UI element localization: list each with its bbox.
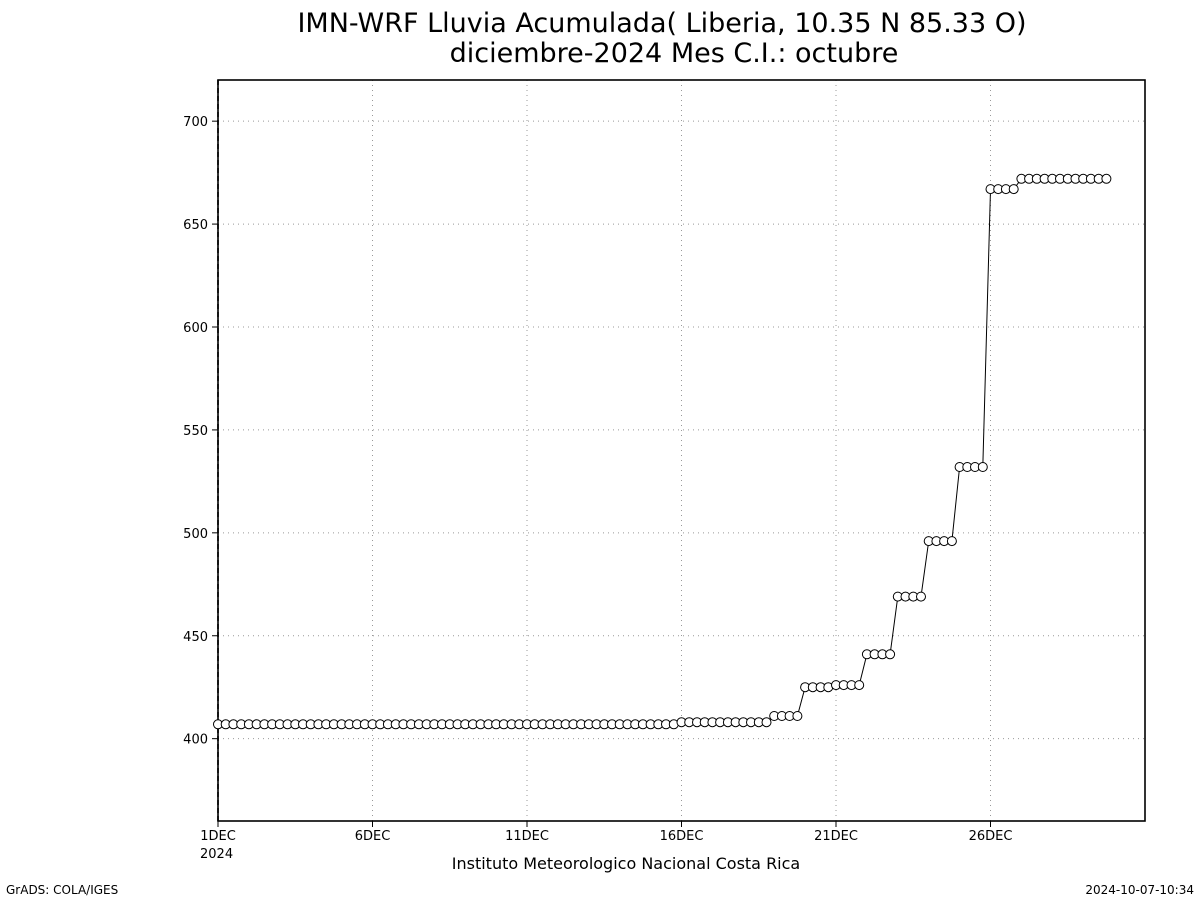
y-tick-label: 450 [183, 630, 208, 645]
y-tick-label: 400 [183, 733, 208, 748]
data-point [761, 717, 772, 728]
data-point [946, 536, 957, 547]
x-year-label: 2024 [200, 847, 233, 862]
data-point [1101, 173, 1112, 184]
x-tick-label: 1DEC [200, 829, 236, 844]
data-point [977, 462, 988, 472]
y-tick-label: 550 [183, 424, 208, 439]
y-tick-label: 500 [183, 527, 208, 542]
y-tick-label: 650 [183, 218, 208, 233]
x-axis-ticks: 1DEC 6DEC 11DEC 16DEC 21DEC 26DEC [200, 821, 1012, 844]
x-tick-label: 21DEC [814, 829, 858, 844]
data-point [792, 711, 803, 721]
footer-right: 2024-10-07-10:34 [1085, 883, 1194, 897]
data-point [885, 649, 896, 660]
y-tick-label: 700 [183, 115, 208, 130]
chart-title: IMN-WRF Lluvia Acumulada( Liberia, 10.35… [297, 8, 1026, 39]
x-tick-label: 26DEC [969, 829, 1013, 844]
x-tick-label: 6DEC [355, 829, 391, 844]
x-tick-label: 11DEC [505, 829, 549, 844]
y-axis-ticks: 400 450 500 550 600 650 700 [183, 115, 218, 748]
footer-left: GrADS: COLA/IGES [6, 883, 118, 897]
series-line [218, 178, 1107, 725]
x-axis-label: Instituto Meteorologico Nacional Costa R… [452, 854, 800, 873]
data-point [854, 680, 865, 691]
chart-subtitle: diciembre-2024 Mes C.I.: octubre [450, 38, 899, 69]
data-point [916, 591, 926, 602]
grid [218, 80, 1145, 821]
series-markers [213, 173, 1112, 730]
x-tick-label: 16DEC [660, 829, 704, 844]
data-point [1008, 184, 1019, 195]
y-tick-label: 600 [183, 321, 208, 336]
